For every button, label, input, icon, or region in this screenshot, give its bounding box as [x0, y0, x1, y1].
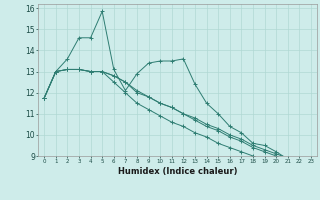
X-axis label: Humidex (Indice chaleur): Humidex (Indice chaleur) [118, 167, 237, 176]
